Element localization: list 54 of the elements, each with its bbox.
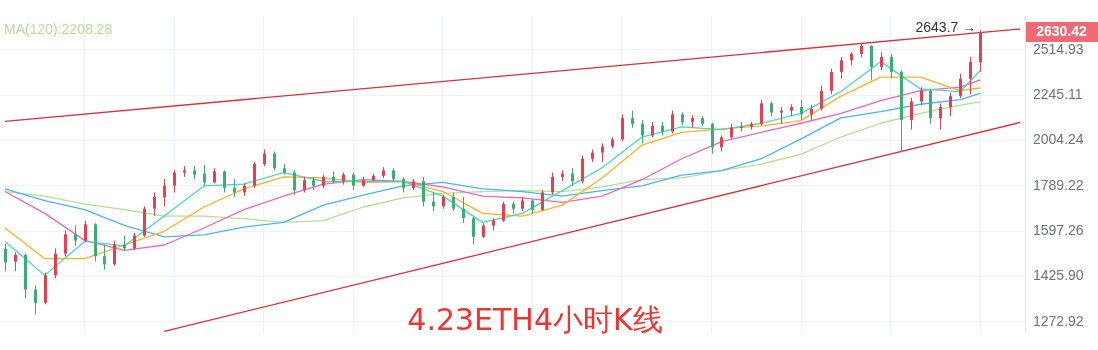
candlestick [422,176,425,207]
candlestick [601,142,604,163]
candlestick [273,151,276,171]
candlestick [74,225,77,247]
candlestick [969,56,972,95]
candlestick [671,110,674,134]
candlestick [711,122,714,155]
candlestick [800,99,803,121]
candlestick [830,68,833,95]
candlestick [840,56,843,80]
candlestick [113,240,116,267]
candlestick [939,102,942,131]
candlestick [959,73,962,99]
candlestick [740,121,743,133]
candlestick [64,230,67,257]
candlestick [541,189,544,212]
candlestick [472,216,475,245]
candlestick [760,99,763,127]
candlestick [551,172,554,196]
candlestick [4,243,7,272]
candlestick [163,178,166,207]
text: 2630.42 [1036,22,1088,39]
candlestick [452,191,455,212]
candlestick [84,220,87,243]
candlestick [581,155,584,184]
candlestick [502,201,505,223]
y-tick-label: 1789.22 [1033,176,1084,193]
annotation: 2643.7 → [915,18,977,35]
text: MA(120):2208.28 [4,21,113,38]
y-tick-label: 2245.11 [1033,86,1083,103]
candlestick [890,53,893,80]
y-tick-label: 1597.26 [1033,222,1084,239]
candlestick [34,284,37,315]
candlestick [910,97,913,131]
candlestick [949,92,952,117]
candlestick [14,251,17,272]
candlestick [293,169,296,196]
y-tick-label: 2004.24 [1033,131,1084,148]
candlestick [173,169,176,193]
candlestick [253,161,256,189]
candlestick [621,113,624,142]
y-tick-label: 1425.90 [1033,267,1084,284]
candlestick [203,164,206,187]
candlestick [153,191,156,217]
y-tick-label: 2514.93 [1033,40,1084,57]
text: 4.23ETH4小时K线 [407,302,663,337]
candlestick [462,196,465,224]
candlestick [641,119,644,144]
candlestick [820,85,823,112]
candlestick [103,243,106,271]
candlestick [54,247,57,279]
y-tick-label: 1272.92 [1033,312,1084,329]
candlestick [870,44,873,81]
candlestick [223,169,226,193]
